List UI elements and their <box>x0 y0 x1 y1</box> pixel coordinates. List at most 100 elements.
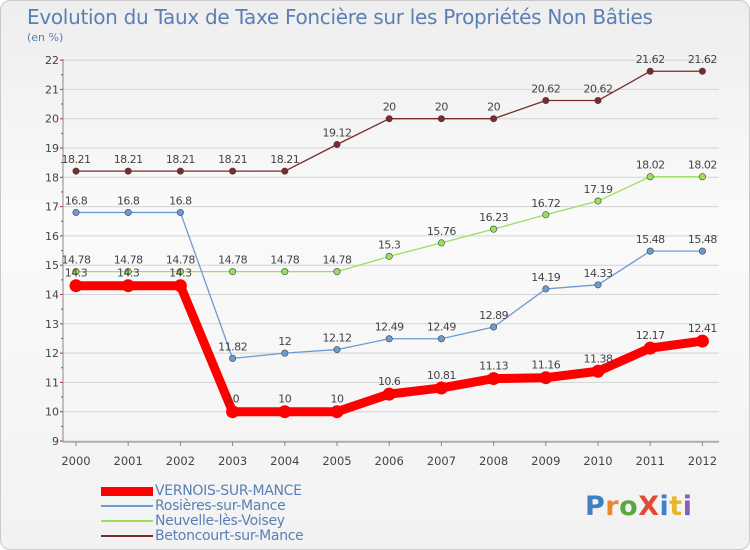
data-label: 14.3 <box>117 267 140 280</box>
data-point <box>437 239 445 247</box>
data-label: 18.21 <box>218 153 247 166</box>
data-point <box>72 208 80 216</box>
data-point <box>490 225 498 233</box>
data-point <box>698 67 706 75</box>
data-label: 15.76 <box>427 225 456 238</box>
data-label: 11.82 <box>218 340 247 353</box>
data-label: 12.12 <box>323 332 352 345</box>
data-point <box>542 285 550 293</box>
data-point <box>594 281 602 289</box>
x-tick-label: 2006 <box>375 454 404 468</box>
x-tick-label: 2001 <box>114 454 143 468</box>
data-label: 16.8 <box>169 194 192 207</box>
legend-swatch <box>101 486 153 496</box>
data-label: 11.38 <box>584 352 613 365</box>
logo-letter: i <box>682 491 693 522</box>
data-point <box>176 208 184 216</box>
data-label: 14.78 <box>270 254 299 267</box>
data-point <box>281 268 289 276</box>
y-tick-label: 9 <box>52 435 59 448</box>
x-tick-label: 2000 <box>61 454 90 468</box>
data-label: 16.23 <box>479 211 508 224</box>
data-point <box>176 167 184 175</box>
data-label: 10.6 <box>378 375 401 388</box>
y-tick-label: 18 <box>45 171 59 184</box>
data-label: 14.3 <box>65 267 88 280</box>
data-point <box>330 405 344 419</box>
data-point <box>385 115 393 123</box>
y-tick-label: 20 <box>45 113 59 126</box>
data-point <box>437 115 445 123</box>
data-label: 19.12 <box>323 126 352 139</box>
x-tick-label: 2007 <box>427 454 456 468</box>
data-label: 12.17 <box>636 329 665 342</box>
legend-label: Rosières-sur-Mance <box>155 498 286 514</box>
data-label: 12.41 <box>688 322 717 335</box>
legend-swatch <box>101 505 153 507</box>
data-label: 16.8 <box>117 194 140 207</box>
data-label: 18.02 <box>688 159 717 172</box>
data-point <box>173 279 187 293</box>
data-point <box>333 346 341 354</box>
data-label: 14.78 <box>166 254 195 267</box>
data-label: 18.21 <box>270 153 299 166</box>
x-tick-label: 2005 <box>322 454 351 468</box>
x-tick-label: 2003 <box>218 454 247 468</box>
data-point <box>594 197 602 205</box>
data-point <box>385 335 393 343</box>
data-label: 12.49 <box>375 321 404 334</box>
x-tick-label: 2011 <box>636 454 665 468</box>
x-tick-label: 2010 <box>583 454 612 468</box>
data-label: 20 <box>383 101 396 114</box>
data-label: 10 <box>278 393 291 406</box>
data-label: 10 <box>331 393 344 406</box>
data-point <box>385 252 393 260</box>
x-tick-label: 2009 <box>531 454 560 468</box>
data-label: 17.19 <box>584 183 613 196</box>
data-label: 12.89 <box>479 309 508 322</box>
data-point <box>69 279 83 293</box>
data-label: 15.3 <box>378 238 401 251</box>
data-point <box>591 364 605 378</box>
data-point <box>437 335 445 343</box>
logo-letter: o <box>619 491 639 522</box>
data-label: 18.21 <box>114 153 143 166</box>
data-label: 14.33 <box>584 267 613 280</box>
y-tick-label: 15 <box>45 259 59 272</box>
data-label: 18.21 <box>62 153 91 166</box>
data-point <box>124 268 132 276</box>
data-point <box>646 67 654 75</box>
data-label: 14.3 <box>169 267 192 280</box>
x-tick-label: 2012 <box>688 454 717 468</box>
unit-label: (en %) <box>27 31 64 44</box>
data-label: 15.48 <box>688 233 717 246</box>
legend-label: VERNOIS-SUR-MANCE <box>155 483 302 499</box>
y-tick-label: 14 <box>45 289 59 302</box>
data-label: 20.62 <box>531 83 560 96</box>
data-point <box>278 405 292 419</box>
data-point <box>72 167 80 175</box>
data-point <box>698 247 706 255</box>
data-label: 10 <box>226 393 239 406</box>
y-tick-label: 11 <box>45 376 59 389</box>
data-point <box>229 167 237 175</box>
data-point <box>490 115 498 123</box>
data-point <box>698 173 706 181</box>
data-label: 20 <box>487 101 500 114</box>
y-tick-label: 19 <box>45 142 59 155</box>
logo-letter: i <box>659 491 670 522</box>
logo-letter: P <box>585 491 606 522</box>
legend-swatch <box>101 520 153 522</box>
y-tick-label: 10 <box>45 406 59 419</box>
legend-label: Betoncourt-sur-Mance <box>155 528 304 544</box>
data-label: 14.78 <box>62 254 91 267</box>
data-point <box>542 97 550 105</box>
data-label: 14.78 <box>218 254 247 267</box>
chart-title: Evolution du Taux de Taxe Foncière sur l… <box>27 5 653 29</box>
data-point <box>124 167 132 175</box>
data-point <box>594 97 602 105</box>
y-tick-label: 17 <box>45 201 59 214</box>
data-label: 12 <box>278 335 291 348</box>
data-point <box>121 279 135 293</box>
